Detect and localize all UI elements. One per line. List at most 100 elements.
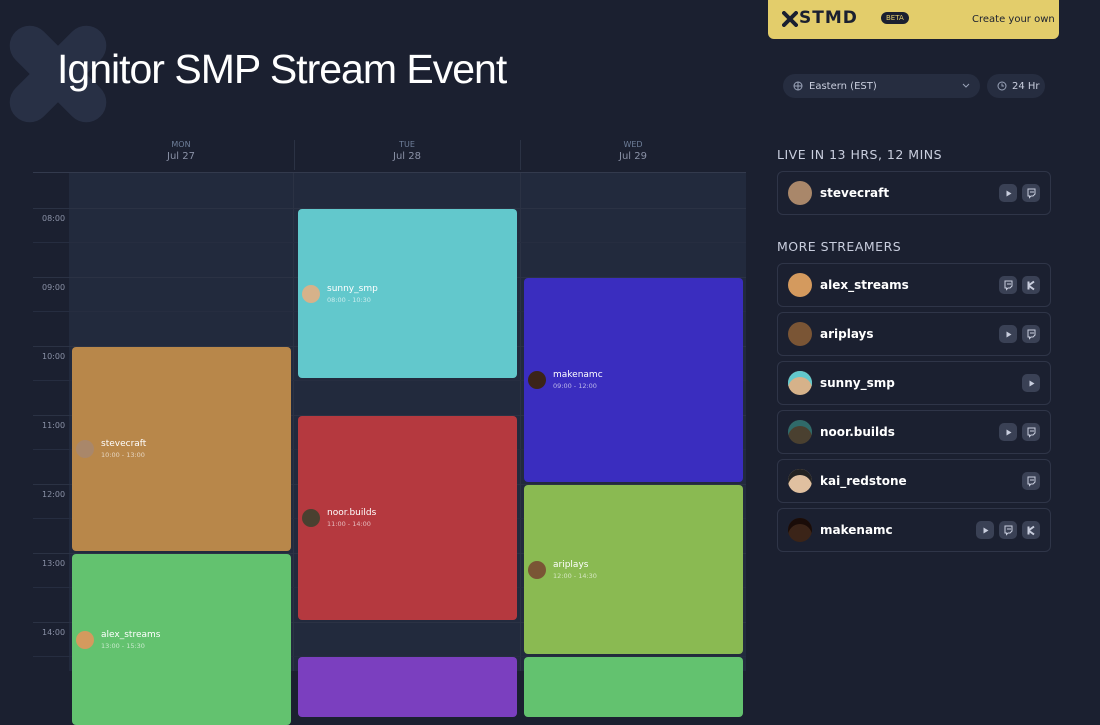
page-body: Ignitor SMP Stream Event STMD BETA Creat… xyxy=(1,0,1059,725)
live-heading: LIVE IN 13 HRS, 12 MINS xyxy=(777,147,943,162)
avatar xyxy=(788,469,812,493)
platform-glyph xyxy=(1006,429,1011,435)
platform-glyph xyxy=(1006,190,1011,196)
event[interactable] xyxy=(524,657,743,717)
event[interactable]: stevecraft 10:00 - 13:00 xyxy=(72,347,291,551)
streamer-card[interactable]: noor.builds xyxy=(777,410,1051,454)
logo-text: STMD xyxy=(799,8,858,28)
event-name: noor.builds xyxy=(327,508,377,518)
day-header: MON Jul 27 xyxy=(69,140,293,162)
timezone-select[interactable]: Eastern (EST) xyxy=(783,74,980,98)
event[interactable] xyxy=(298,657,517,717)
event[interactable]: noor.builds 11:00 - 14:00 xyxy=(298,416,517,620)
weekday: WED xyxy=(623,140,643,149)
twitch-icon[interactable] xyxy=(1022,184,1040,202)
grid-line xyxy=(33,414,746,416)
youtube-icon[interactable] xyxy=(999,184,1017,202)
clock-icon xyxy=(997,81,1007,91)
logo-icon xyxy=(782,11,798,27)
youtube-icon[interactable] xyxy=(976,521,994,539)
event-time: 12:00 - 14:30 xyxy=(553,571,597,580)
time-label: 13:00 xyxy=(42,558,66,568)
platform-glyph xyxy=(983,527,988,533)
weekday: MON xyxy=(171,140,191,149)
twitch-icon[interactable] xyxy=(999,276,1017,294)
streamer-card[interactable]: kai_redstone xyxy=(777,459,1051,503)
platform-glyph xyxy=(1029,380,1034,386)
time-label: 09:00 xyxy=(42,282,66,292)
column-divider xyxy=(520,173,521,671)
avatar xyxy=(528,560,546,579)
streamer-card[interactable]: ariplays xyxy=(777,312,1051,356)
platform-glyph xyxy=(1027,280,1035,290)
event-time: 08:00 - 10:30 xyxy=(327,295,371,304)
avatar xyxy=(302,509,320,527)
twitch-icon[interactable] xyxy=(999,521,1017,539)
banner[interactable]: STMD BETA Create your own xyxy=(768,0,1059,39)
format-label: 24 Hr xyxy=(1012,80,1040,92)
event-time: 10:00 - 13:00 xyxy=(101,451,145,459)
avatar xyxy=(76,630,94,649)
platform-glyph xyxy=(1004,280,1012,291)
streamer-name: alex_streams xyxy=(820,278,909,292)
grid-line xyxy=(33,380,746,381)
twitch-icon[interactable] xyxy=(1022,472,1040,490)
date: Jul 27 xyxy=(167,151,195,162)
event-name: sunny_smp xyxy=(327,283,378,294)
event-time: 09:00 - 12:00 xyxy=(553,382,597,390)
platform-glyph xyxy=(1027,476,1035,487)
event-name: alex_streams xyxy=(101,629,161,640)
avatar xyxy=(788,322,812,346)
header-rule xyxy=(33,172,746,173)
event[interactable]: alex_streams 13:00 - 15:30 xyxy=(72,554,291,725)
youtube-icon[interactable] xyxy=(999,423,1017,441)
event[interactable]: sunny_smp 08:00 - 10:30 xyxy=(298,209,517,378)
kick-icon[interactable] xyxy=(1022,521,1040,539)
event-name: ariplays xyxy=(553,559,589,570)
globe-icon xyxy=(793,81,803,91)
streamer-card[interactable]: makenamc xyxy=(777,508,1051,552)
kick-icon[interactable] xyxy=(1022,276,1040,294)
event-time: 13:00 - 15:30 xyxy=(101,641,145,650)
streamer-name: noor.builds xyxy=(820,425,895,439)
avatar xyxy=(788,518,812,542)
weekday: TUE xyxy=(399,140,415,149)
streamer-name: ariplays xyxy=(820,327,874,341)
youtube-icon[interactable] xyxy=(999,325,1017,343)
event[interactable]: makenamc 09:00 - 12:00 xyxy=(524,278,743,482)
avatar xyxy=(76,440,94,458)
grid-line xyxy=(33,621,746,623)
platform-glyph xyxy=(1006,331,1011,337)
day-header: TUE Jul 28 xyxy=(294,140,519,170)
page: {"header": {"title": "Ignitor SMP Stream… xyxy=(1,0,1059,725)
event-time: 11:00 - 14:00 xyxy=(327,520,371,528)
event[interactable]: ariplays 12:00 - 14:30 xyxy=(524,485,743,654)
platform-glyph xyxy=(1027,427,1035,438)
time-label: 12:00 xyxy=(42,489,66,499)
twitch-icon[interactable] xyxy=(1022,325,1040,343)
avatar xyxy=(788,420,812,444)
beta-badge: BETA xyxy=(881,12,909,24)
time-label: 11:00 xyxy=(42,420,66,430)
platform-glyph xyxy=(1027,525,1035,535)
event-name: stevecraft xyxy=(101,439,147,449)
page-title: Ignitor SMP Stream Event xyxy=(57,46,507,92)
format-toggle[interactable]: 24 Hr xyxy=(987,74,1045,98)
more-heading: MORE STREAMERS xyxy=(777,239,902,254)
time-label: 08:00 xyxy=(42,213,66,223)
grid-line xyxy=(33,656,746,657)
avatar xyxy=(302,284,320,303)
streamer-name: sunny_smp xyxy=(820,376,895,390)
time-label: 10:00 xyxy=(42,351,66,361)
time-label: 14:00 xyxy=(42,627,66,637)
platform-glyph xyxy=(1027,188,1035,199)
twitch-icon[interactable] xyxy=(1022,423,1040,441)
youtube-icon[interactable] xyxy=(1022,374,1040,392)
create-link[interactable]: Create your own xyxy=(972,14,1055,25)
grid-line xyxy=(33,207,746,209)
chevron xyxy=(962,83,970,88)
platform-glyph xyxy=(1004,525,1012,536)
streamer-card[interactable]: stevecraft xyxy=(777,171,1051,215)
streamer-card[interactable]: alex_streams xyxy=(777,263,1051,307)
streamer-card[interactable]: sunny_smp xyxy=(777,361,1051,405)
